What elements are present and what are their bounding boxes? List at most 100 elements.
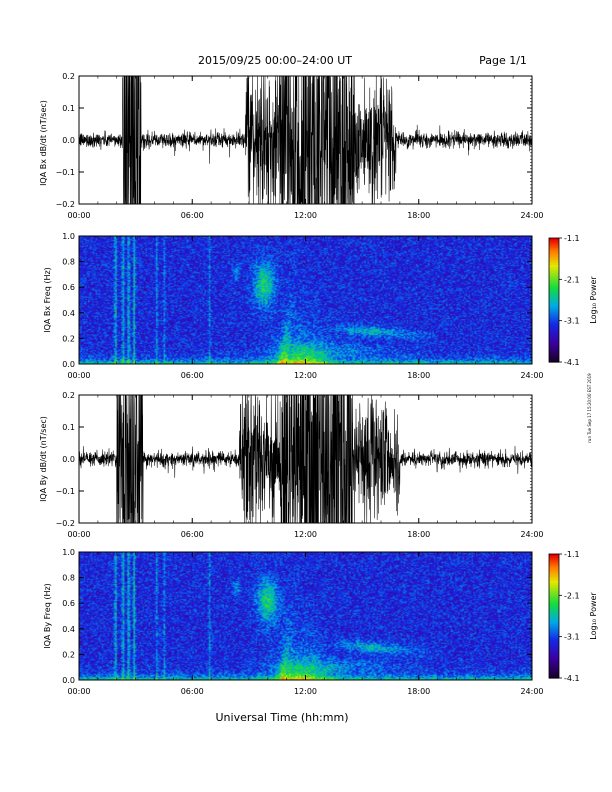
run-timestamp: run Tue Sep 17 15:20:00 EST 2019 xyxy=(587,373,592,443)
colorbar-swatch xyxy=(549,335,559,338)
colorbar-swatch xyxy=(549,558,559,561)
y-tick-label: 0.6 xyxy=(62,283,75,292)
x-tick-label: 24:00 xyxy=(520,530,543,539)
bx-spectrogram-image xyxy=(79,236,532,364)
bx-dbdt-trace xyxy=(78,75,533,205)
x-tick-label: 18:00 xyxy=(407,211,430,220)
page-indicator: Page 1/1 xyxy=(479,54,527,67)
colorbar-swatch xyxy=(549,651,559,654)
colorbar-swatch xyxy=(549,624,559,627)
colorbar-swatch xyxy=(549,638,559,642)
y-tick-label: 0.2 xyxy=(62,72,75,81)
colorbar-swatch xyxy=(549,238,559,241)
colorbar-swatch xyxy=(549,634,559,638)
colorbar-swatch xyxy=(549,337,559,340)
colorbar-tick-label: -3.1 xyxy=(564,633,580,642)
colorbar-swatch xyxy=(549,256,559,260)
colorbar-swatch xyxy=(549,262,559,266)
colorbar-swatch xyxy=(549,353,559,357)
y-tick-label: 0.4 xyxy=(62,309,75,318)
colorbar-swatch xyxy=(549,663,559,667)
x-tick-label: 06:00 xyxy=(181,687,204,696)
colorbar-tick-label: -4.1 xyxy=(564,358,580,367)
x-tick-label: 12:00 xyxy=(294,530,317,539)
colorbar-swatch xyxy=(549,347,559,351)
colorbar-swatch xyxy=(549,554,559,557)
colorbar-swatch xyxy=(549,293,559,297)
y-tick-label: −0.2 xyxy=(56,200,75,209)
colorbar-bottom: -1.1 -2.1 -3.1 -4.1 Log₁₀ Power xyxy=(548,550,598,683)
colorbar-swatch xyxy=(549,345,559,349)
colorbar-swatch xyxy=(549,667,559,671)
colorbar-tick-label: -1.1 xyxy=(564,234,580,243)
colorbar-swatch xyxy=(549,300,559,303)
y-tick-label: −0.1 xyxy=(56,487,75,496)
colorbar-swatch xyxy=(549,613,559,617)
colorbar-frame xyxy=(548,237,560,363)
colorbar-swatch xyxy=(549,252,559,256)
colorbar-swatch xyxy=(549,326,559,330)
by-spectrogram-image xyxy=(79,552,532,680)
colorbar-swatch xyxy=(549,669,559,673)
x-tick-label: 06:00 xyxy=(181,371,204,380)
bx-dbdt-panel: IQA Bx dB/dt (nT/sec) 0.20.10.0−0.1−0.2 … xyxy=(39,72,544,220)
colorbar-swatch xyxy=(549,603,559,607)
colorbar-swatch xyxy=(549,655,559,658)
colorbar-swatch xyxy=(549,240,559,243)
colorbar-swatch xyxy=(549,242,559,245)
y-tick-label: 0.0 xyxy=(62,136,75,145)
colorbar-tick-label: -2.1 xyxy=(564,591,580,600)
colorbar-swatch xyxy=(549,580,559,584)
colorbar-swatch xyxy=(549,324,559,328)
colorbar-swatch xyxy=(549,279,559,282)
colorbar-swatch xyxy=(549,302,559,305)
by-spectrogram-panel: IQA By Freq (Hz) 1.0 0.8 0.6 0.4 0.2 0.0 00:0… xyxy=(43,548,544,696)
colorbar-swatch xyxy=(549,574,559,578)
colorbar-swatch xyxy=(549,289,559,293)
colorbar-swatch xyxy=(549,632,559,636)
colorbar-swatch xyxy=(549,322,559,326)
colorbar-swatch xyxy=(549,647,559,650)
x-tick-label: 18:00 xyxy=(407,530,430,539)
colorbar-swatch xyxy=(549,566,559,570)
colorbar-swatch xyxy=(549,636,559,640)
colorbar-swatch xyxy=(549,283,559,287)
x-tick-label: 12:00 xyxy=(294,371,317,380)
colorbar-swatch xyxy=(549,597,559,601)
colorbar-swatch xyxy=(549,562,559,565)
x-tick-label: 00:00 xyxy=(67,211,90,220)
colorbar-swatch xyxy=(549,628,559,632)
colorbar-swatch xyxy=(549,312,559,316)
colorbar-swatch xyxy=(549,275,559,278)
colorbar-swatch xyxy=(549,587,559,590)
by-dbdt-ylabel: IQA By dB/dt (nT/sec) xyxy=(39,416,48,502)
colorbar-swatch xyxy=(549,271,559,274)
y-tick-label: 0.2 xyxy=(62,650,75,659)
colorbar-swatch xyxy=(549,622,559,625)
colorbar-swatch xyxy=(549,331,559,334)
colorbar-swatch xyxy=(549,644,559,648)
x-axis-title: Universal Time (hh:mm) xyxy=(216,711,349,724)
colorbar-swatch xyxy=(549,341,559,344)
x-tick-label: 18:00 xyxy=(407,687,430,696)
colorbar-swatch xyxy=(549,616,559,619)
colorbar-swatch xyxy=(549,649,559,652)
colorbar-label: Log₁₀ Power xyxy=(589,592,598,640)
colorbar-swatch xyxy=(549,589,559,592)
colorbar-swatch xyxy=(549,308,559,311)
colorbar-swatch xyxy=(549,304,559,307)
y-tick-label: 0.8 xyxy=(62,574,75,583)
colorbar-swatch xyxy=(549,310,559,313)
colorbar-swatch xyxy=(549,343,559,347)
y-tick-label: 0.8 xyxy=(62,258,75,267)
y-tick-label: 0.2 xyxy=(62,391,75,400)
bx-freq-ylabel: IQA Bx Freq (Hz) xyxy=(43,267,52,333)
x-tick-label: 12:00 xyxy=(294,687,317,696)
x-tick-label: 12:00 xyxy=(294,211,317,220)
colorbar-swatch xyxy=(549,277,559,280)
colorbar-swatch xyxy=(549,671,559,675)
x-tick-label: 24:00 xyxy=(520,687,543,696)
colorbar-label: Log₁₀ Power xyxy=(589,276,598,324)
y-tick-label: 0.2 xyxy=(62,334,75,343)
